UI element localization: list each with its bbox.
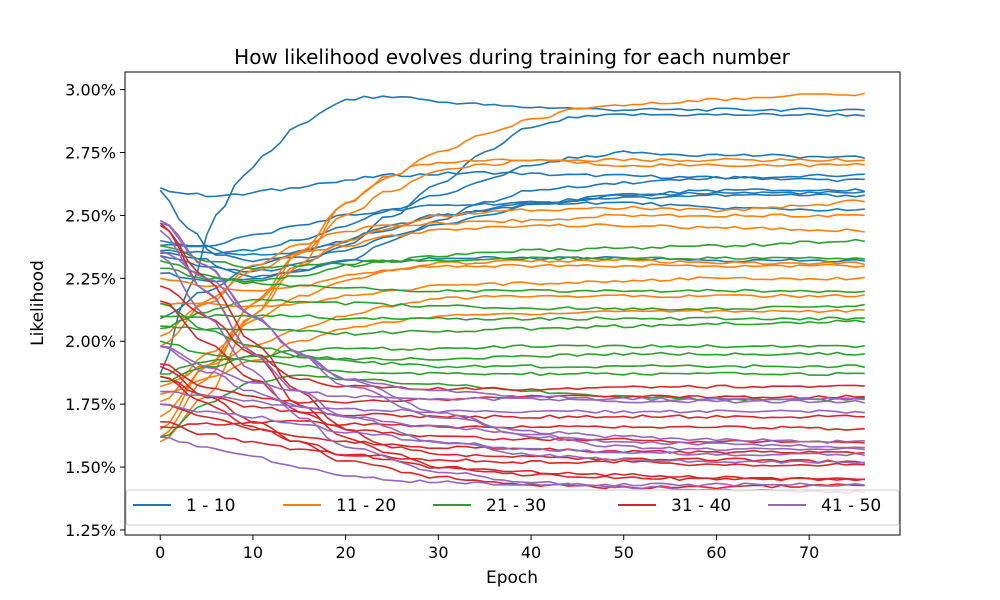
- x-axis-label: Epoch: [486, 568, 538, 588]
- series-line-4-7: [159, 224, 865, 464]
- series-line-3-7: [160, 344, 865, 383]
- series-line-1-7: [159, 188, 865, 320]
- plot-lines: [159, 92, 866, 495]
- x-tick-label: 20: [335, 543, 355, 562]
- y-tick-label: 2.25%: [65, 269, 116, 288]
- x-tick-label: 40: [521, 543, 541, 562]
- y-tick-label: 3.00%: [65, 81, 116, 100]
- series-line-2-6: [159, 223, 865, 337]
- chart-title: How likelihood evolves during training f…: [234, 45, 790, 69]
- x-tick-label: 30: [428, 543, 448, 562]
- legend-label: 41 - 50: [821, 496, 881, 516]
- plot-frame: [124, 71, 901, 536]
- series-line-5-6: [159, 219, 865, 452]
- y-tick-label: 1.25%: [65, 521, 116, 540]
- x-tick-label: 70: [799, 543, 819, 562]
- series-line-3-6: [160, 319, 865, 336]
- series-line-5-9: [160, 436, 865, 487]
- x-axis: 0 10 20 30 40 50 60 70: [155, 535, 819, 562]
- series-line-3-5: [160, 313, 865, 321]
- y-axis-label: Likelihood: [28, 260, 48, 346]
- series-line-5-3: [160, 390, 865, 414]
- x-tick-label: 10: [243, 543, 263, 562]
- x-tick-label: 60: [706, 543, 726, 562]
- series-line-4-8: [160, 421, 865, 467]
- series-line-1-2: [159, 95, 865, 375]
- legend-label: 21 - 30: [486, 496, 546, 516]
- y-axis: 1.25% 1.50% 1.75% 2.00% 2.25% 2.50% 2.75% 3.00%: [65, 81, 125, 540]
- y-tick-label: 1.50%: [65, 458, 116, 477]
- legend-label: 31 - 40: [671, 496, 731, 516]
- series-line-2-9: [160, 276, 865, 308]
- series-line-2-3: [159, 158, 865, 418]
- y-tick-label: 2.00%: [65, 332, 116, 351]
- y-tick-label: 1.75%: [65, 395, 116, 414]
- legend-label: 11 - 20: [336, 496, 396, 516]
- series-line-1-4: [160, 200, 865, 248]
- series-line-3-2: [160, 244, 865, 270]
- series-line-1-5: [160, 150, 865, 255]
- series-line-5-7: [160, 403, 865, 457]
- series-line-5-8: [159, 229, 865, 465]
- series-line-3-4: [160, 298, 865, 330]
- series-line-3-9: [159, 302, 865, 369]
- x-tick-label: 50: [614, 543, 634, 562]
- series-line-1-6: [159, 189, 865, 263]
- series-line-2-8: [160, 263, 865, 292]
- series-line-4-3: [160, 375, 865, 420]
- series-line-2-4: [159, 199, 865, 430]
- series-line-3-8: [160, 351, 865, 375]
- legend: 1 - 10 11 - 20 21 - 30 31 - 40 41 - 50: [125, 489, 900, 526]
- series-line-3-10: [159, 340, 865, 377]
- series-line-5-2: [160, 345, 865, 404]
- series-line-3-1: [160, 238, 865, 283]
- series-line-3-3: [159, 259, 865, 294]
- y-tick-label: 2.50%: [65, 206, 116, 225]
- y-tick-label: 2.75%: [65, 144, 116, 163]
- legend-box: [125, 489, 900, 526]
- legend-label: 1 - 10: [186, 496, 235, 516]
- series-line-4-10: [160, 375, 865, 482]
- series-line-2-5: [159, 213, 865, 348]
- series-line-1-3: [160, 112, 865, 273]
- series-line-4-11: [159, 365, 865, 490]
- x-tick-label: 0: [155, 543, 165, 562]
